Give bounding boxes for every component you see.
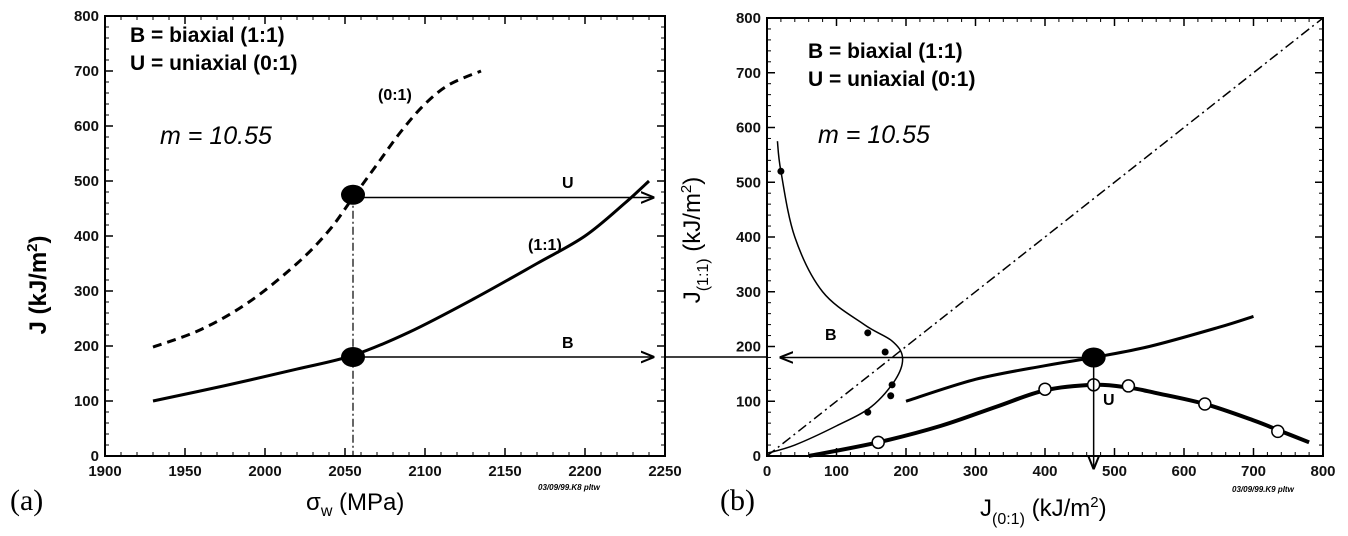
x-tick-label: 2150 (488, 463, 521, 480)
m-value-a: m = 10.55 (160, 122, 272, 150)
series-point (864, 408, 872, 416)
y-tick-label: 200 (736, 339, 761, 356)
series-a (152, 69, 651, 403)
arrow-label-b-a: B (562, 335, 574, 352)
y-tick-label: 200 (74, 338, 99, 355)
arrow-label-u-a: U (562, 175, 574, 192)
m-value-b: m = 10.55 (818, 121, 930, 149)
series-line (766, 141, 904, 454)
legend-line-1-b: B = biaxial (1:1) (808, 40, 963, 63)
y-tick-label: 400 (736, 229, 761, 246)
arrow-label-u-b: U (1103, 392, 1115, 409)
stamp-b: 03/09/99.K9 pltw (1232, 485, 1295, 494)
y-tick-label: 700 (736, 65, 761, 82)
x-tick-label: 1950 (168, 463, 201, 480)
xlabel-a: σw (MPa) (306, 489, 404, 520)
label-0-1: (0:1) (378, 87, 412, 104)
series-point (881, 348, 889, 356)
x-tick-label: 200 (893, 463, 918, 480)
svg-text:J(1:1) (kJ/m2): J(1:1) (kJ/m2) (678, 177, 712, 304)
series-line (152, 69, 482, 349)
y-tick-label: 500 (74, 173, 99, 190)
y-tick-label: 400 (74, 228, 99, 245)
ylabel-b: J(1:1) (kJ/m2) (678, 177, 712, 304)
y-tick-label: 300 (736, 284, 761, 301)
legend-line-2-a: U = uniaxial (0:1) (130, 52, 297, 75)
y-tick-label: 100 (736, 393, 761, 410)
label-1-1: (1:1) (528, 237, 562, 254)
x-tick-label: 2100 (408, 463, 441, 480)
series-point (1121, 379, 1136, 393)
x-tick-label: 0 (763, 463, 771, 480)
series-line (152, 179, 651, 403)
series-line (905, 314, 1254, 403)
series-point (1271, 424, 1285, 439)
y-tick-label: 600 (74, 118, 99, 135)
x-tick-label: 2000 (248, 463, 281, 480)
panel-a: 1900 1950 2000 2050 2100 2150 2200 2250 0 100 200 3… (10, 8, 682, 520)
y-tick-label: 500 (736, 174, 761, 191)
svg-text:J(0:1) (kJ/m2): J(0:1) (kJ/m2) (980, 494, 1107, 528)
axis-ticks-a: 1900 1950 2000 2050 2100 2150 2200 2250 0 100 200 3… (74, 8, 682, 480)
series-point (1038, 382, 1052, 396)
y-tick-label: 800 (74, 8, 99, 25)
y-tick-label: 0 (753, 448, 761, 465)
x-tick-label: 700 (1241, 463, 1266, 480)
x-tick-label: 2250 (648, 463, 681, 480)
x-tick-label: 400 (1032, 463, 1057, 480)
series-line (808, 382, 1310, 458)
y-tick-label: 100 (74, 393, 99, 410)
x-tick-label: 300 (963, 463, 988, 480)
series-point (871, 435, 885, 450)
series-point (887, 392, 895, 400)
highlight-point (341, 347, 365, 367)
stamp-a: 03/09/99.K8 pltw (538, 483, 601, 492)
arrow-label-b-b: B (825, 327, 837, 344)
svg-text:J (kJ/m2): J (kJ/m2) (24, 235, 52, 334)
panel-b: 0 100 200 300 400 500 600 700 800 0 100 200 300 400 50… (678, 10, 1336, 528)
series-point (777, 167, 785, 175)
legend-line-1-a: B = biaxial (1:1) (130, 24, 285, 47)
highlight-point (1081, 347, 1106, 368)
y-tick-label: 0 (91, 448, 99, 465)
x-tick-label: 2050 (328, 463, 361, 480)
svg-text:σw (MPa): σw (MPa) (306, 489, 404, 520)
series-point (864, 329, 872, 337)
plot-frame-a (104, 15, 666, 457)
x-tick-label: 800 (1310, 463, 1335, 480)
overlay-a (341, 184, 653, 456)
overlay-b (781, 347, 1106, 468)
panel-label-b: (b) (720, 484, 755, 517)
series-point (1198, 397, 1212, 411)
axis-ticks-b: 0 100 200 300 400 500 600 700 800 0 100 200 300 400 50… (736, 10, 1336, 480)
y-tick-label: 800 (736, 10, 761, 27)
highlight-point (341, 184, 365, 205)
x-tick-label: 2200 (568, 463, 601, 480)
series-point (888, 381, 896, 389)
y-tick-label: 300 (74, 283, 99, 300)
y-tick-label: 600 (736, 120, 761, 137)
x-tick-label: 600 (1171, 463, 1196, 480)
panel-label-a: (a) (10, 484, 43, 517)
xlabel-b: J(0:1) (kJ/m2) (980, 494, 1107, 528)
series-line (766, 17, 1324, 457)
x-tick-label: 100 (824, 463, 849, 480)
x-tick-label: 1900 (88, 463, 121, 480)
ylabel-a: J (kJ/m2) (24, 235, 52, 334)
x-tick-label: 500 (1102, 463, 1127, 480)
y-tick-label: 700 (74, 63, 99, 80)
legend-line-2-b: U = uniaxial (0:1) (808, 68, 975, 91)
